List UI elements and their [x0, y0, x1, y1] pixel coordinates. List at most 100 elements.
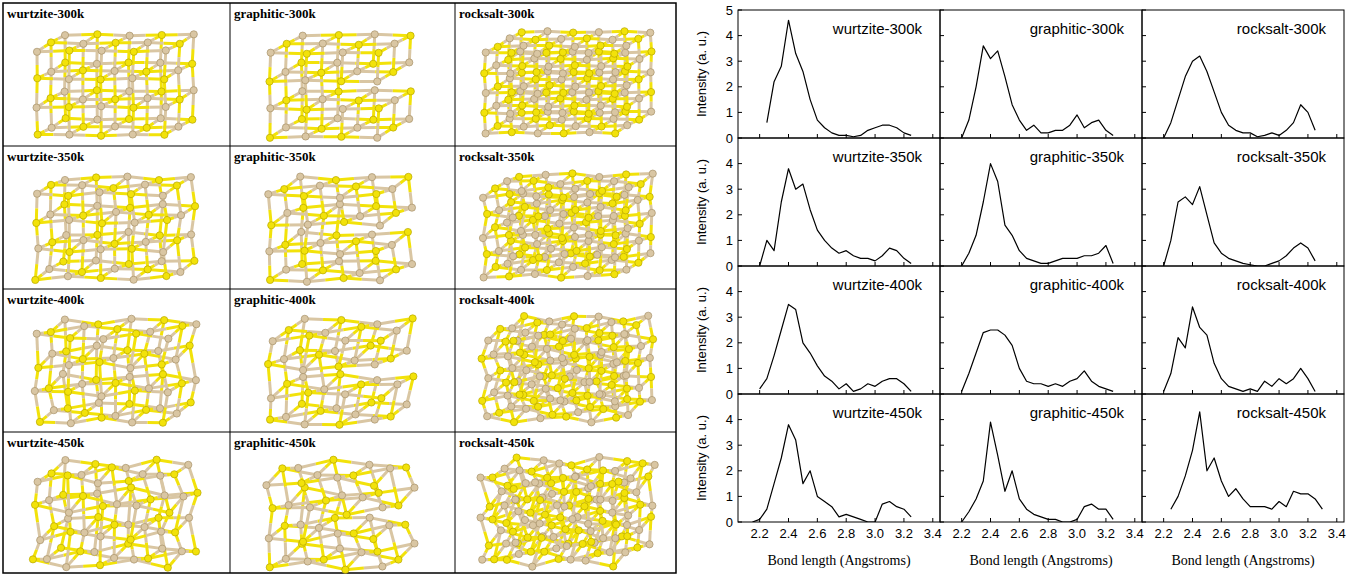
atom [93, 87, 100, 94]
atom [597, 82, 604, 89]
atom [125, 260, 132, 267]
atom [623, 103, 630, 110]
atom [534, 130, 541, 137]
atom [144, 266, 151, 273]
atom [647, 69, 654, 76]
atom [34, 75, 41, 82]
atom [335, 31, 342, 38]
atom [333, 232, 340, 239]
atom [636, 55, 643, 62]
atom [532, 36, 539, 43]
atom [94, 116, 101, 123]
atom [318, 69, 325, 76]
atom [595, 29, 602, 36]
atom [127, 190, 134, 197]
atom [188, 231, 195, 238]
atom [508, 49, 515, 56]
atom [611, 90, 618, 97]
atom [598, 63, 605, 70]
atom [47, 95, 54, 102]
atom [372, 257, 379, 264]
atom [97, 132, 104, 139]
atom [334, 115, 341, 122]
atom [391, 40, 398, 47]
atom [126, 204, 133, 211]
atom [597, 102, 604, 109]
atom [583, 56, 590, 63]
atom [518, 109, 525, 116]
atom [318, 125, 325, 132]
atom [93, 60, 100, 67]
atom [560, 130, 567, 137]
atom [596, 109, 603, 116]
atom [408, 204, 415, 211]
atom [130, 48, 137, 55]
atom [61, 88, 68, 95]
atom [519, 102, 526, 109]
atom [570, 68, 577, 75]
atom [47, 181, 54, 188]
atom [621, 28, 628, 35]
atom [647, 88, 654, 95]
atom [519, 62, 526, 69]
atom [176, 96, 183, 103]
atom [47, 211, 54, 218]
atom [611, 109, 618, 116]
atom [585, 110, 592, 117]
atom [612, 130, 619, 137]
atom [129, 75, 136, 82]
atom [161, 76, 168, 83]
atom [162, 47, 169, 54]
atom [481, 109, 488, 116]
atom [648, 48, 655, 55]
atom [560, 89, 567, 96]
atom [61, 32, 68, 39]
atom [370, 116, 377, 123]
atom [518, 29, 525, 36]
atom [355, 97, 362, 104]
atom [112, 208, 119, 215]
atom [80, 237, 87, 244]
atom [66, 47, 73, 54]
atom [141, 181, 148, 188]
atom [571, 43, 578, 50]
atom [66, 131, 73, 138]
atom [319, 40, 326, 47]
atom [520, 83, 527, 90]
atom [543, 89, 550, 96]
atom [408, 260, 415, 267]
atom [155, 176, 162, 183]
atom [125, 228, 132, 235]
atom [354, 68, 361, 75]
atom [61, 201, 68, 208]
atom [298, 115, 305, 122]
atom [299, 32, 306, 39]
atom [297, 173, 304, 180]
atom [494, 43, 501, 50]
atom [47, 39, 54, 46]
atom [177, 268, 184, 275]
atom [266, 78, 273, 85]
atom [161, 131, 168, 138]
atom [94, 231, 101, 238]
atom [266, 248, 273, 255]
atom [319, 267, 326, 274]
atom [80, 40, 87, 47]
atom [520, 123, 527, 130]
atom [143, 68, 150, 75]
atom [335, 88, 342, 95]
atom [320, 212, 327, 219]
atom [636, 116, 643, 123]
atom [159, 201, 166, 208]
atom [545, 63, 552, 70]
atom [125, 115, 132, 122]
atom [623, 42, 630, 49]
atom [338, 133, 345, 140]
atom [332, 176, 339, 183]
atom [405, 173, 412, 180]
atom [78, 268, 85, 275]
atom [597, 42, 604, 49]
atom [543, 49, 550, 56]
atom [303, 50, 310, 57]
atom [376, 277, 383, 284]
